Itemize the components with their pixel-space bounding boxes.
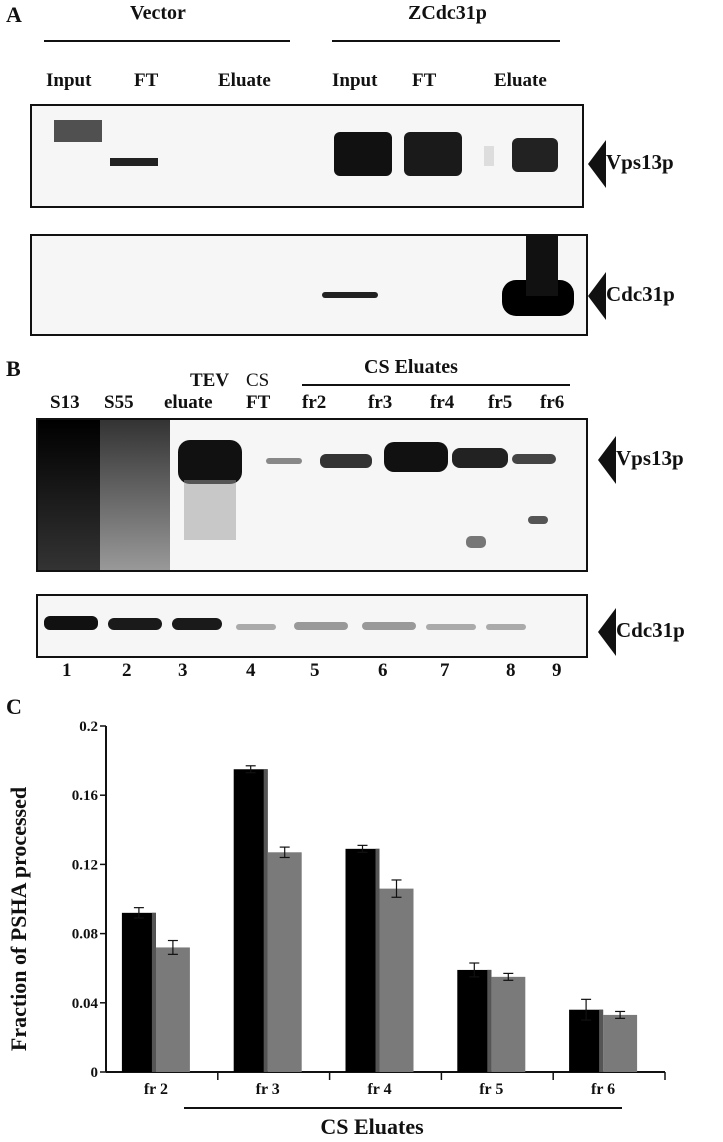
lane-number: 4 xyxy=(246,660,256,681)
lane-label: fr3 xyxy=(368,392,393,413)
arrow-left-icon xyxy=(598,436,616,484)
y-axis-label: Fraction of PSHA processed xyxy=(6,787,31,1051)
panel-a-letter: A xyxy=(6,2,22,27)
lane-number: 7 xyxy=(440,660,450,681)
lane-label: FT xyxy=(412,70,437,91)
lane-label: S13 xyxy=(50,392,80,413)
x-tick-label: fr 2 xyxy=(144,1081,168,1098)
bar xyxy=(267,852,302,1072)
lane-number: 3 xyxy=(178,660,188,681)
bar xyxy=(155,947,190,1072)
lane-number: 8 xyxy=(506,660,516,681)
group-label-zcdc31p: ZCdc31p xyxy=(408,2,487,24)
x-tick-label: fr 3 xyxy=(256,1081,280,1098)
x-tick-label: fr 6 xyxy=(591,1081,615,1098)
lane-number: 1 xyxy=(62,660,72,681)
bar xyxy=(603,1014,638,1072)
bar-shadow xyxy=(487,969,492,1072)
bar xyxy=(233,769,268,1072)
bar-shadow xyxy=(263,769,268,1072)
y-tick-label: 0.08 xyxy=(72,927,98,943)
lane-label: FT xyxy=(134,70,159,91)
arrow-left-icon xyxy=(588,140,606,188)
bar-shadow xyxy=(375,848,380,1072)
protein-label-cdc31p: Cdc31p xyxy=(616,618,685,642)
lane-number: 2 xyxy=(122,660,132,681)
lane-label: fr6 xyxy=(540,392,565,413)
lane-label: fr2 xyxy=(302,392,327,413)
lane-label: Input xyxy=(46,70,92,91)
x-tick-label: fr 4 xyxy=(367,1081,391,1098)
blot-b-vps13p xyxy=(36,418,588,572)
bar xyxy=(491,976,526,1072)
blot-a-vps13p xyxy=(30,104,584,208)
bar xyxy=(121,912,156,1072)
group-rule-vector xyxy=(44,40,290,42)
bar xyxy=(345,848,380,1072)
panel-b-letter: B xyxy=(6,356,21,381)
group-label-vector: Vector xyxy=(130,2,186,24)
bar xyxy=(457,969,492,1072)
lane-label: Eluate xyxy=(494,70,547,91)
group-rule-zcdc31p xyxy=(332,40,560,42)
group-label-cs-eluates: CS Eluates xyxy=(364,356,458,378)
x-axis-label: CS Eluates xyxy=(320,1114,424,1139)
lane-label: S55 xyxy=(104,392,134,413)
lane-label: eluate xyxy=(164,392,213,413)
y-tick-label: 0.04 xyxy=(72,996,99,1012)
lane-number: 5 xyxy=(310,660,320,681)
bar-chart: 0 0.04 0.08 0.12 0.16 0.2 fr 2 fr 3 fr 4 fr 5 fr 6… xyxy=(6,719,666,1139)
y-tick-label: 0.12 xyxy=(72,857,98,873)
lane-label: CS xyxy=(246,370,270,391)
protein-label-cdc31p: Cdc31p xyxy=(606,282,675,306)
protein-label-vps13p: Vps13p xyxy=(606,150,674,174)
lane-label: fr5 xyxy=(488,392,513,413)
y-tick-label: 0.2 xyxy=(79,719,98,735)
y-tick-label: 0 xyxy=(91,1065,99,1081)
bar-shadow xyxy=(599,1009,604,1072)
y-tick-label: 0.16 xyxy=(72,788,99,804)
lane-number: 9 xyxy=(552,660,562,681)
lane-label: Input xyxy=(332,70,378,91)
arrow-left-icon xyxy=(588,272,606,320)
lane-label: FT xyxy=(246,392,271,413)
x-tick-label: fr 5 xyxy=(479,1081,503,1098)
lane-label: fr4 xyxy=(430,392,455,413)
blot-a-cdc31p xyxy=(30,234,588,336)
lane-label: TEV xyxy=(190,370,230,391)
lane-label: Eluate xyxy=(218,70,271,91)
bar-shadow xyxy=(151,912,156,1072)
group-rule-cs-eluates xyxy=(302,384,570,386)
protein-label-vps13p: Vps13p xyxy=(616,446,684,470)
blot-b-cdc31p xyxy=(36,594,588,658)
lane-number: 6 xyxy=(378,660,388,681)
bar xyxy=(379,888,414,1072)
panel-c-letter: C xyxy=(6,694,22,719)
arrow-left-icon xyxy=(598,608,616,656)
